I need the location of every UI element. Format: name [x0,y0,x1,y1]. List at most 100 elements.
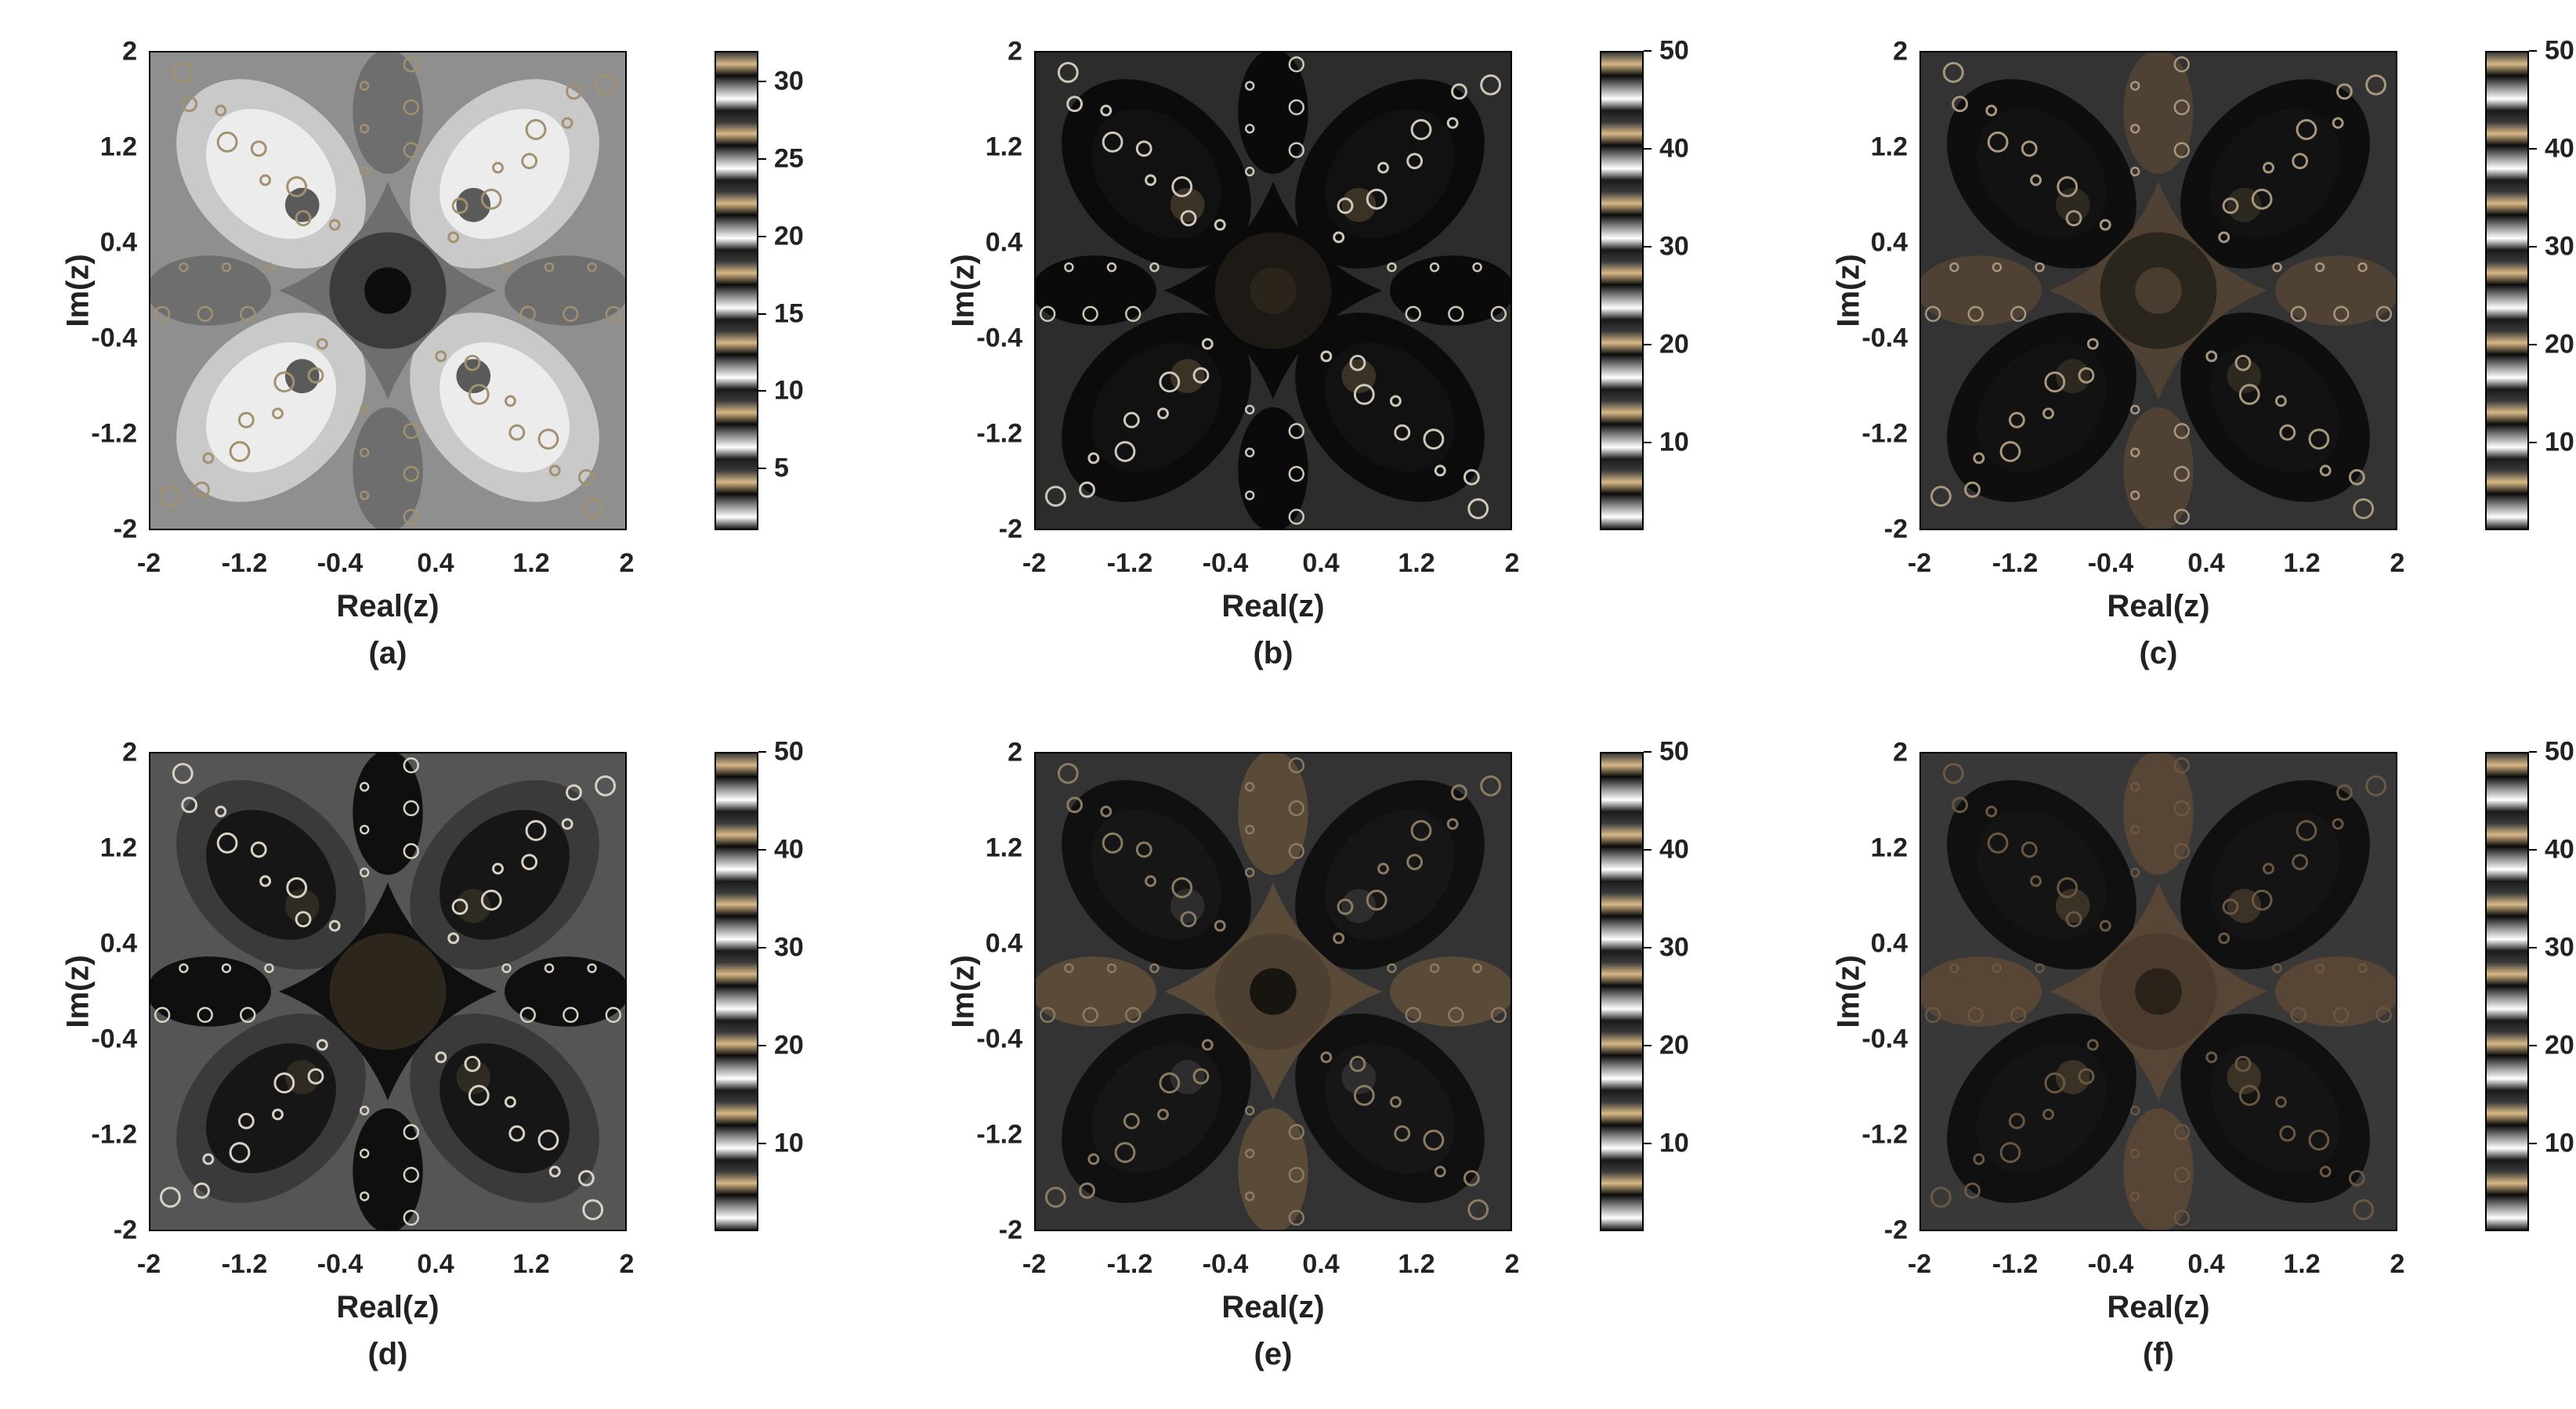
basin-arm [2123,753,2194,875]
fractal-filament [2129,1105,2140,1116]
fractal-filament [504,1096,516,1108]
fractal-filament [1353,1085,1375,1106]
ytick-label: -2 [1883,514,1908,544]
colorbar-tick-mark [1644,751,1652,753]
fractal-filament [1244,124,1255,134]
x-axis-label: Real(z) [1221,1290,1325,1324]
fractal-filament [1192,1068,1210,1085]
xtick-label: -0.4 [317,1249,364,1279]
fractal-filament [1406,153,1424,170]
fractal-filament [1288,99,1304,116]
fractal-filament [2365,74,2387,96]
fractal-filament [525,119,547,140]
fractal-filament [1288,142,1304,158]
fractal-filament [544,262,555,273]
fractal-filament [525,820,547,841]
fractal-filament [519,305,536,322]
fractal-plot-e [1034,752,1512,1231]
fractal-filament [1159,371,1181,393]
fractal-filament [197,1006,213,1023]
ytick-label: -1.2 [91,418,137,449]
fractal-filament [403,800,419,817]
fractal-filament [1490,1006,1507,1023]
colorbar-tick-label: 40 [1659,834,1689,865]
fractal-filament [2357,963,2368,974]
fractal-filament [1123,1112,1140,1129]
fractal-filament [2263,161,2274,174]
fractal-filament [1985,805,1998,818]
fractal-filament [587,963,597,974]
basin-arm [353,1108,423,1230]
fractal-filament [1389,395,1402,407]
basin-arm [1390,956,1511,1027]
ytick-label: 2 [122,737,137,768]
fractal-filament [1429,262,1440,273]
basin-arm [2123,407,2194,529]
fractal-filament [403,757,419,774]
fractal-filament [328,919,341,932]
fractal-filament [1999,441,2021,462]
fractal-filament [1949,963,1959,974]
ytick-label: -1.2 [1861,1119,1908,1150]
panel-d: 2 1.2 0.4 -0.4 -1.2 -2 -2 -1.2 -0.4 0.4 … [31,701,830,1375]
fractal-filament [1082,305,1098,322]
fractal-filament [202,1153,215,1165]
xtick-label: 2 [1504,548,1520,578]
fractal-filament [2348,468,2365,486]
fractal-filament [1967,1006,1984,1023]
fractal-filament [2173,1166,2190,1183]
xtick-label: 0.4 [417,548,454,578]
fractal-filament [1157,407,1169,420]
fractal-filament [159,1187,181,1208]
fractal-filament [2057,877,2079,898]
fractal-filament [1952,96,1969,113]
fractal-plot-c [1919,51,2397,530]
xtick-label: -2 [1907,548,1932,578]
fractal-filament [403,1124,419,1140]
fractal-filament [1157,1108,1169,1121]
fractal-filament [1434,1165,1446,1178]
panel-e: 2 1.2 0.4 -0.4 -1.2 -2 -2 -1.2 -0.4 0.4 … [917,701,1716,1375]
fractal-filament [2030,174,2042,186]
colorbar-tick-mark [758,390,766,392]
fractal-filament [403,1166,419,1183]
fractal-filament [605,1006,622,1023]
fractal-filament [1480,775,1502,797]
fractal-filament [2173,465,2190,482]
fractal-filament [307,1068,324,1085]
fractal-filament [1079,1182,1095,1199]
colorbar-tick-mark [758,946,766,948]
fractal-filament [2173,1209,2190,1226]
fractal-filament [1114,441,1136,462]
fractal-filament [179,963,189,974]
colorbar-tick-mark [1644,441,1652,443]
fractal-filament [2251,889,2273,911]
fractal-filament [1448,1006,1464,1023]
fractal-filament [1135,841,1152,858]
basin-arm [353,52,423,174]
fractal-filament [544,963,555,974]
fractal-filament [237,411,255,428]
fractal-boundary [154,56,622,525]
basin-arm [1036,255,1156,326]
fractal-filament [1288,1124,1304,1140]
ytick-label: 1.2 [99,833,137,863]
panel-caption-c: (c) [2139,636,2178,670]
fractal-filament [2319,464,2332,477]
fractal-filament [250,841,267,858]
colorbar-tick-label: 10 [774,1128,804,1158]
fractal-filament [2173,142,2190,158]
fractal-filament [1467,498,1489,519]
basin-arm [150,956,271,1027]
xtick-label: -0.4 [317,548,364,578]
panel-caption-f: (f) [2143,1337,2174,1371]
fractal-filament [403,465,419,482]
fractal-filament [2218,932,2230,945]
fractal-filament [1087,1153,1100,1165]
colorbar-tick-label: 40 [2545,834,2574,865]
central-attractor [1250,968,1297,1015]
fractal-filament [1145,875,1157,887]
fractal-filament [1467,1199,1489,1220]
fractal-filament [403,843,419,859]
